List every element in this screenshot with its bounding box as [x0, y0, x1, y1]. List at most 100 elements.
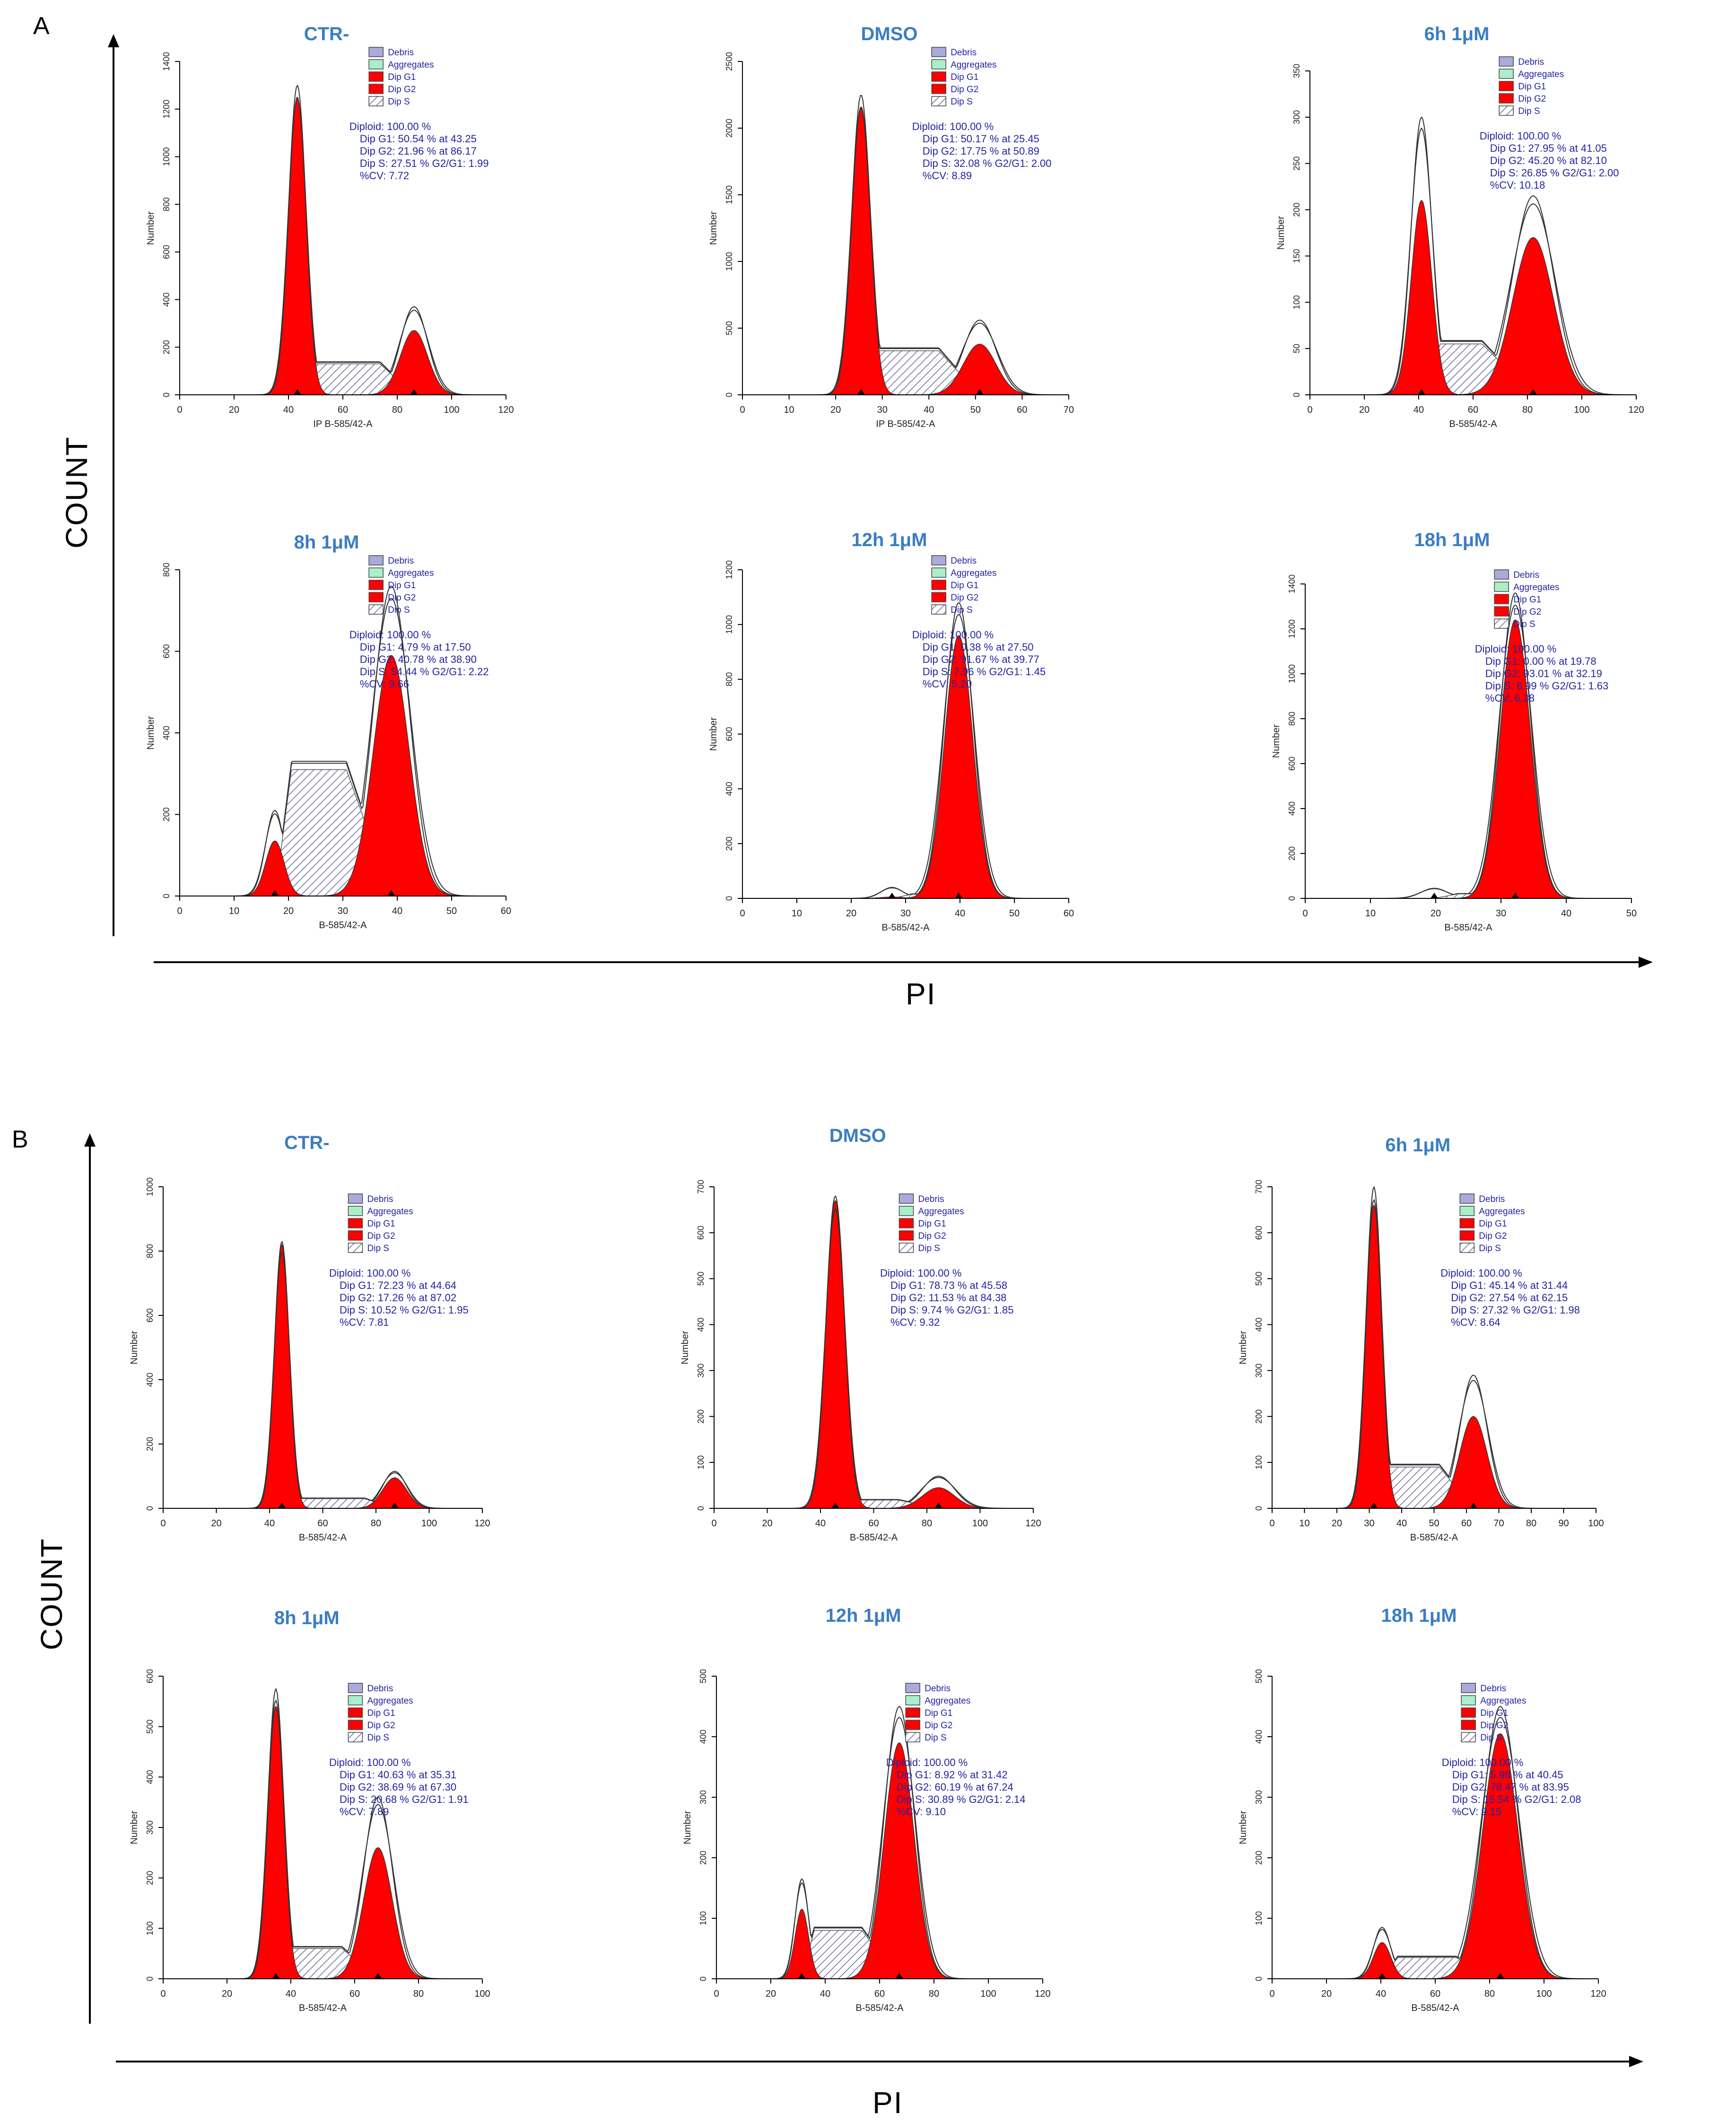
x-tick-label: 100	[444, 405, 459, 415]
y-tick-label: 200	[145, 1871, 155, 1885]
dip-g2-area	[1418, 1416, 1528, 1509]
chart-title: 8h 1μM	[294, 532, 359, 553]
legend-swatch	[1461, 1720, 1476, 1730]
legend-swatch	[931, 567, 946, 578]
legend-swatch	[368, 555, 384, 566]
data-envelope-line	[1305, 605, 1631, 899]
stats-line: Dip G1: 78.73 % at 45.58	[890, 1279, 1007, 1291]
legend-swatch	[931, 604, 946, 615]
legend-label: Debris	[367, 1684, 393, 1694]
legend-label: Dip G1	[1518, 82, 1546, 92]
x-tick-label: 20	[229, 405, 239, 415]
histogram-chart: 0 20 40 60 80 100 120 0 100 200 300 400 500 600 700 B-5…	[680, 1125, 1041, 1543]
y-tick-label: 200	[162, 807, 171, 821]
legend-label: Debris	[367, 1194, 393, 1204]
legend-label: Dip G1	[951, 72, 978, 82]
y-tick-label: 2500	[724, 52, 734, 71]
x-tick-label: 60	[874, 1989, 885, 1999]
mean-marker	[1370, 1503, 1378, 1508]
legend-swatch	[931, 555, 946, 566]
legend-label: Aggregates	[925, 1696, 970, 1706]
stats-line: Dip G1: 0.38 % at 27.50	[923, 641, 1034, 653]
x-tick-label: 100	[421, 1518, 437, 1529]
legend-label: Aggregates	[388, 568, 434, 578]
x-tick-label: 0	[714, 1989, 719, 1999]
y-axis-title: Number	[680, 1331, 690, 1364]
dip-g2-area	[319, 655, 464, 896]
x-tick-label: 50	[1429, 1518, 1439, 1529]
y-tick-label: 800	[162, 563, 171, 577]
mean-marker	[955, 893, 963, 898]
stats-line: Dip G2: 91.67 % at 39.77	[923, 653, 1039, 665]
y-tick-label: 500	[698, 1669, 708, 1683]
stats-line: Dip G1: 27.95 % at 41.05	[1490, 142, 1607, 154]
mean-marker	[271, 890, 279, 896]
legend-label: Dip G1	[951, 581, 978, 591]
legend-label: Aggregates	[388, 60, 434, 70]
legend-label: Debris	[925, 1684, 951, 1694]
data-envelope-line	[1272, 1199, 1596, 1509]
x-tick-label: 20	[1332, 1518, 1342, 1529]
y-tick-label: 1400	[1287, 574, 1297, 593]
x-tick-label: 50	[1009, 908, 1020, 919]
histogram-chart: 0 20 40 60 80 100 120 0 50 100 150 200 250 300 350 B-58…	[1276, 24, 1644, 429]
legend-swatch	[899, 1206, 914, 1216]
stats-line: %CV: 10.18	[1490, 179, 1545, 191]
y-tick-label: 800	[162, 197, 171, 211]
x-tick-label: 30	[338, 906, 348, 916]
legend-label: Dip G1	[367, 1708, 395, 1718]
stats-line: Dip G1: 4.79 % at 17.50	[360, 641, 471, 653]
x-tick-label: 60	[349, 1989, 360, 1999]
y-axis-title: Number	[708, 717, 719, 751]
y-axis-title: Number	[146, 211, 156, 245]
legend-swatch	[348, 1695, 363, 1705]
stats-line: Dip S: 15.54 % G2/G1: 2.08	[1452, 1793, 1581, 1805]
legend-label: Dip G2	[388, 593, 416, 603]
dip-g2-area	[359, 330, 469, 395]
legend-swatch	[368, 59, 384, 70]
legend-label: Dip S	[388, 605, 410, 615]
legend-swatch	[1499, 56, 1514, 67]
y-axis-title: Number	[1238, 1810, 1248, 1844]
stats-line: Dip G1: 8.92 % at 31.42	[897, 1769, 1008, 1781]
y-tick-label: 0	[1254, 1976, 1264, 1981]
dip-g1-area	[775, 1909, 829, 1979]
chart-title: 18h 1μM	[1381, 1605, 1457, 1626]
chart-title: DMSO	[861, 24, 918, 44]
mean-marker	[293, 389, 301, 395]
legend-label: Debris	[918, 1194, 944, 1204]
legend-swatch	[1494, 582, 1509, 592]
legend-swatch	[899, 1193, 914, 1204]
dip-g1-area	[243, 1705, 308, 1979]
data-envelope-line	[1272, 1717, 1598, 1979]
y-tick-label: 500	[1254, 1669, 1264, 1683]
y-tick-label: 1200	[1287, 619, 1297, 638]
x-axis-title: B-585/42-A	[850, 1532, 898, 1543]
mean-marker	[1430, 893, 1438, 898]
x-tick-label: 40	[1396, 1518, 1407, 1529]
panel-b-axes	[84, 1133, 1643, 2067]
pi-label-b: PI	[872, 2086, 903, 2120]
stats-line: Dip S: 26.85 % G2/G1: 2.00	[1490, 167, 1619, 179]
x-tick-label: 100	[1588, 1518, 1604, 1529]
x-tick-label: 80	[929, 1989, 939, 1999]
stats-line: Dip S: 27.51 % G2/G1: 1.99	[360, 157, 489, 169]
y-tick-label: 1200	[162, 100, 171, 119]
y-tick-label: 0	[698, 1976, 708, 1981]
legend-label: Dip G2	[925, 1721, 952, 1731]
mean-marker	[410, 389, 418, 395]
chart-title: 6h 1μM	[1424, 24, 1490, 44]
legend-label: Dip S	[918, 1244, 940, 1253]
stats-line: %CV: 7.81	[340, 1316, 389, 1328]
stats-line: Dip G1: 50.17 % at 25.45	[923, 133, 1039, 145]
legend-label: Aggregates	[951, 568, 996, 578]
legend-swatch	[1494, 569, 1509, 580]
legend-label: Dip G2	[951, 593, 978, 603]
x-axis-title: B-585/42-A	[1444, 922, 1492, 933]
legend-swatch	[1459, 1193, 1475, 1204]
y-tick-label: 250	[1292, 157, 1301, 171]
dip-g2-area	[320, 1847, 436, 1979]
stats-line: Diploid: 100.00 %	[349, 121, 431, 132]
x-tick-label: 60	[1064, 908, 1074, 919]
x-tick-label: 40	[820, 1989, 830, 1999]
